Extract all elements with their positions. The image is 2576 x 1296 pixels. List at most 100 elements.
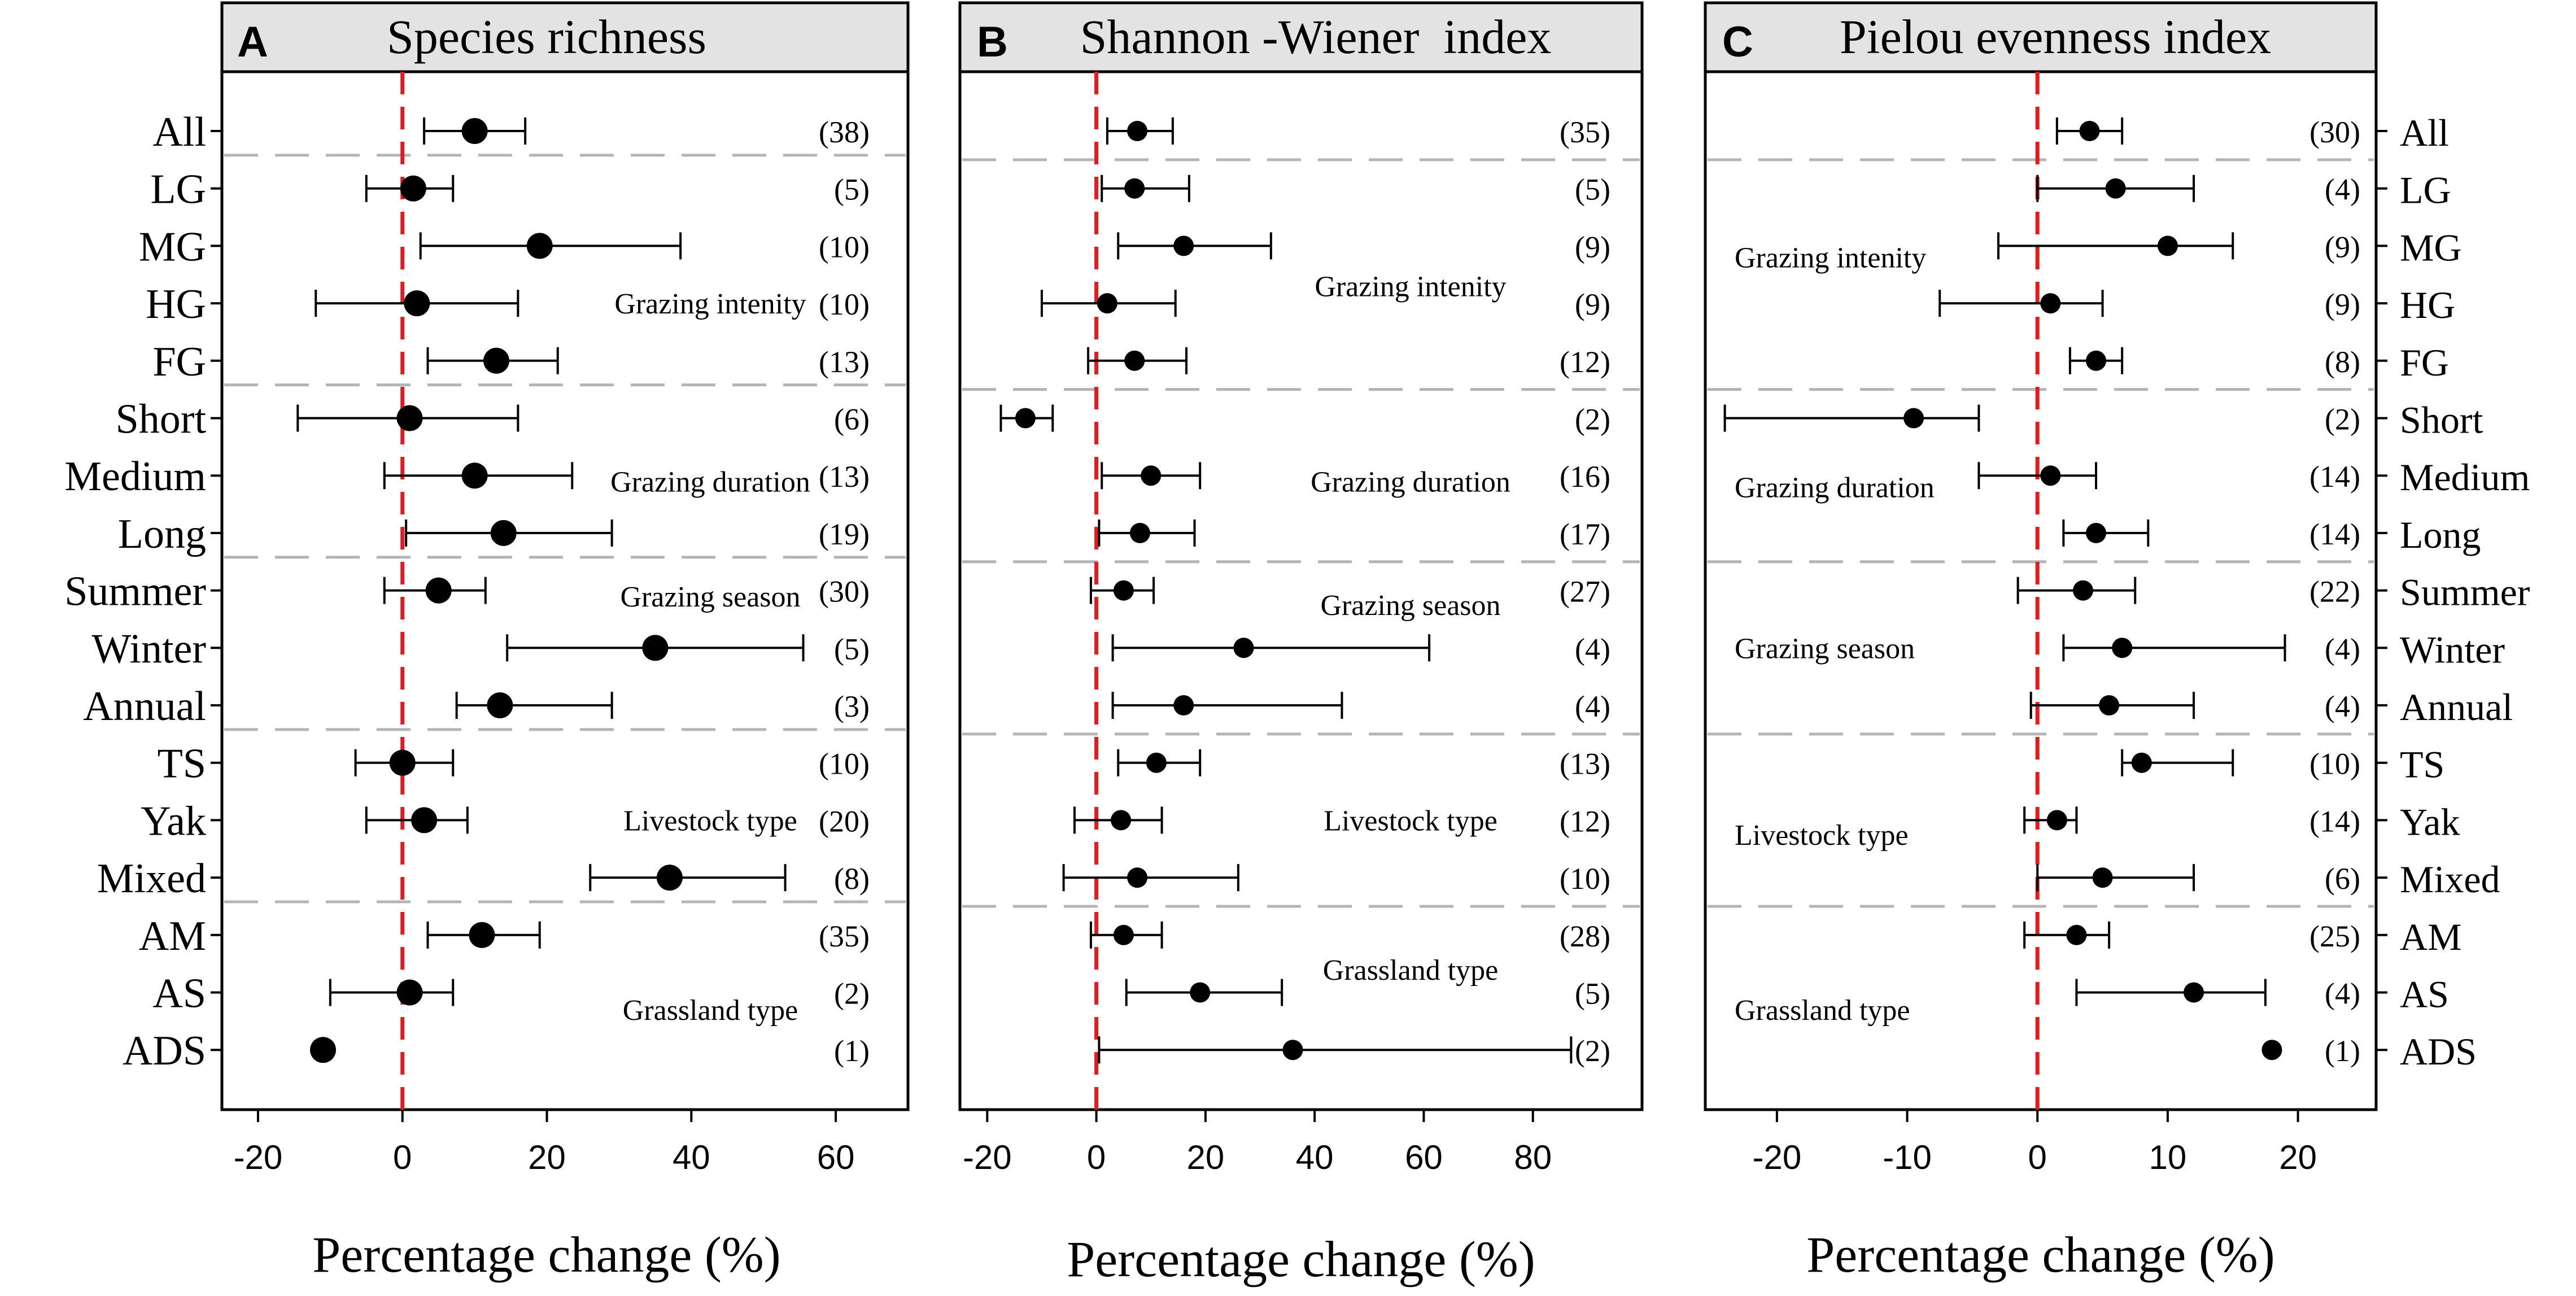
category-label: Winter (92, 626, 207, 672)
sample-size-label: (13) (819, 460, 870, 494)
sample-size-label: (9) (2325, 230, 2360, 264)
category-label: AM (2400, 915, 2462, 958)
mean-point (461, 462, 488, 489)
category-label: LG (150, 167, 206, 213)
category-label: Annual (2400, 686, 2513, 728)
category-label: AS (2400, 973, 2449, 1016)
x-tick-label: -20 (963, 1138, 1012, 1176)
x-tick-label: 20 (2279, 1138, 2317, 1176)
mean-point (310, 1037, 337, 1063)
panel-title: Pielou evenness index (1840, 10, 2271, 64)
sample-size-label: (5) (834, 632, 870, 666)
mean-point (400, 175, 426, 202)
category-label: Annual (83, 683, 206, 730)
mean-point (2261, 1040, 2282, 1061)
mean-point (1015, 408, 1036, 429)
group-annotation: Grassland type (623, 994, 798, 1027)
category-label: ADS (2400, 1030, 2477, 1073)
mean-point (2086, 350, 2107, 371)
mean-point (2086, 522, 2107, 543)
mean-point (1173, 695, 1194, 715)
category-label: TS (158, 741, 206, 787)
x-tick-label: 0 (393, 1138, 412, 1176)
mean-point (2040, 465, 2061, 486)
mean-point (656, 865, 683, 891)
category-label: ADS (123, 1028, 206, 1074)
group-annotation: Grazing duration (1735, 472, 1935, 504)
x-axis-label: Percentage change (%) (1067, 1232, 1535, 1288)
category-label: HG (2400, 283, 2455, 326)
group-annotation: Grazing duration (1311, 466, 1510, 498)
category-label: All (152, 109, 206, 155)
sample-size-label: (13) (819, 345, 870, 379)
category-label: Mixed (97, 856, 206, 902)
mean-point (425, 577, 452, 604)
sample-size-label: (25) (2309, 919, 2360, 953)
x-axis-label: Percentage change (%) (1806, 1227, 2275, 1283)
mean-point (642, 635, 669, 661)
mean-point (1097, 293, 1117, 314)
x-tick-label: 10 (2149, 1138, 2187, 1176)
category-label: FG (2400, 341, 2449, 384)
sample-size-label: (30) (819, 575, 870, 609)
mean-point (1113, 580, 1134, 601)
sample-size-label: (30) (2309, 115, 2360, 149)
group-annotation: Livestock type (1324, 805, 1497, 837)
category-label: Yak (141, 798, 206, 844)
x-tick-label: 0 (1087, 1138, 1106, 1176)
panel-species-richness: A Species richness -20 0 20 40 60 All (38) LG (5… (64, 1, 910, 1283)
mean-point (1127, 867, 1148, 888)
panel-title-bar (958, 1, 1644, 73)
panel-title-bar (220, 1, 910, 73)
category-label: Mixed (2400, 858, 2500, 901)
group-annotation: Grazing duration (610, 466, 810, 498)
sample-size-label: (8) (2325, 345, 2360, 379)
mean-point (1129, 522, 1150, 543)
category-label: Long (2400, 513, 2481, 556)
sample-size-label: (5) (834, 173, 870, 207)
mean-point (2046, 810, 2067, 831)
sample-size-label: (2) (2325, 403, 2360, 437)
sample-size-label: (10) (1560, 862, 1610, 896)
sample-size-label: (10) (819, 230, 870, 264)
sample-size-label: (27) (1560, 575, 1610, 609)
x-tick-label: 20 (528, 1138, 566, 1176)
group-annotation: Grassland type (1323, 954, 1498, 987)
mean-point (1173, 235, 1194, 256)
sample-size-label: (14) (2309, 804, 2360, 838)
category-label: FG (152, 339, 206, 385)
sample-size-label: (10) (2309, 747, 2360, 781)
sample-size-label: (4) (2325, 632, 2360, 666)
x-tick-label: 60 (817, 1138, 855, 1176)
group-annotation: Livestock type (1735, 819, 1909, 852)
category-label: Short (2400, 399, 2483, 442)
panel-letter: B (977, 18, 1008, 66)
category-label: MG (139, 224, 206, 270)
category-label: Medium (64, 453, 206, 500)
x-tick-label: -20 (234, 1138, 283, 1176)
category-label: Yak (2400, 800, 2460, 843)
mean-point (1190, 982, 1211, 1003)
sample-size-label: (12) (1560, 345, 1610, 379)
mean-point (1146, 752, 1167, 773)
group-annotation: Grazing season (620, 581, 800, 613)
category-label: LG (2400, 169, 2451, 212)
mean-point (2079, 121, 2100, 141)
sample-size-label: (10) (819, 747, 870, 781)
mean-point (396, 979, 423, 1006)
sample-size-label: (17) (1560, 517, 1610, 551)
sample-size-label: (6) (834, 403, 870, 437)
sample-size-label: (13) (1560, 747, 1610, 781)
category-label: Short (116, 396, 207, 443)
mean-point (2040, 293, 2061, 314)
panel-shannon-wiener-index: B Shannon -Wiener index -20 0 20 40 60 80 (35)… (958, 1, 1644, 1288)
group-annotation: Livestock type (623, 805, 797, 837)
sample-size-label: (1) (834, 1034, 870, 1068)
mean-point (1903, 408, 1924, 429)
mean-point (2131, 752, 2152, 773)
sample-size-label: (4) (2325, 977, 2360, 1011)
group-annotation: Grazing intenity (1315, 271, 1506, 303)
sample-size-label: (22) (2309, 575, 2360, 609)
plot-frame (958, 70, 1644, 1111)
